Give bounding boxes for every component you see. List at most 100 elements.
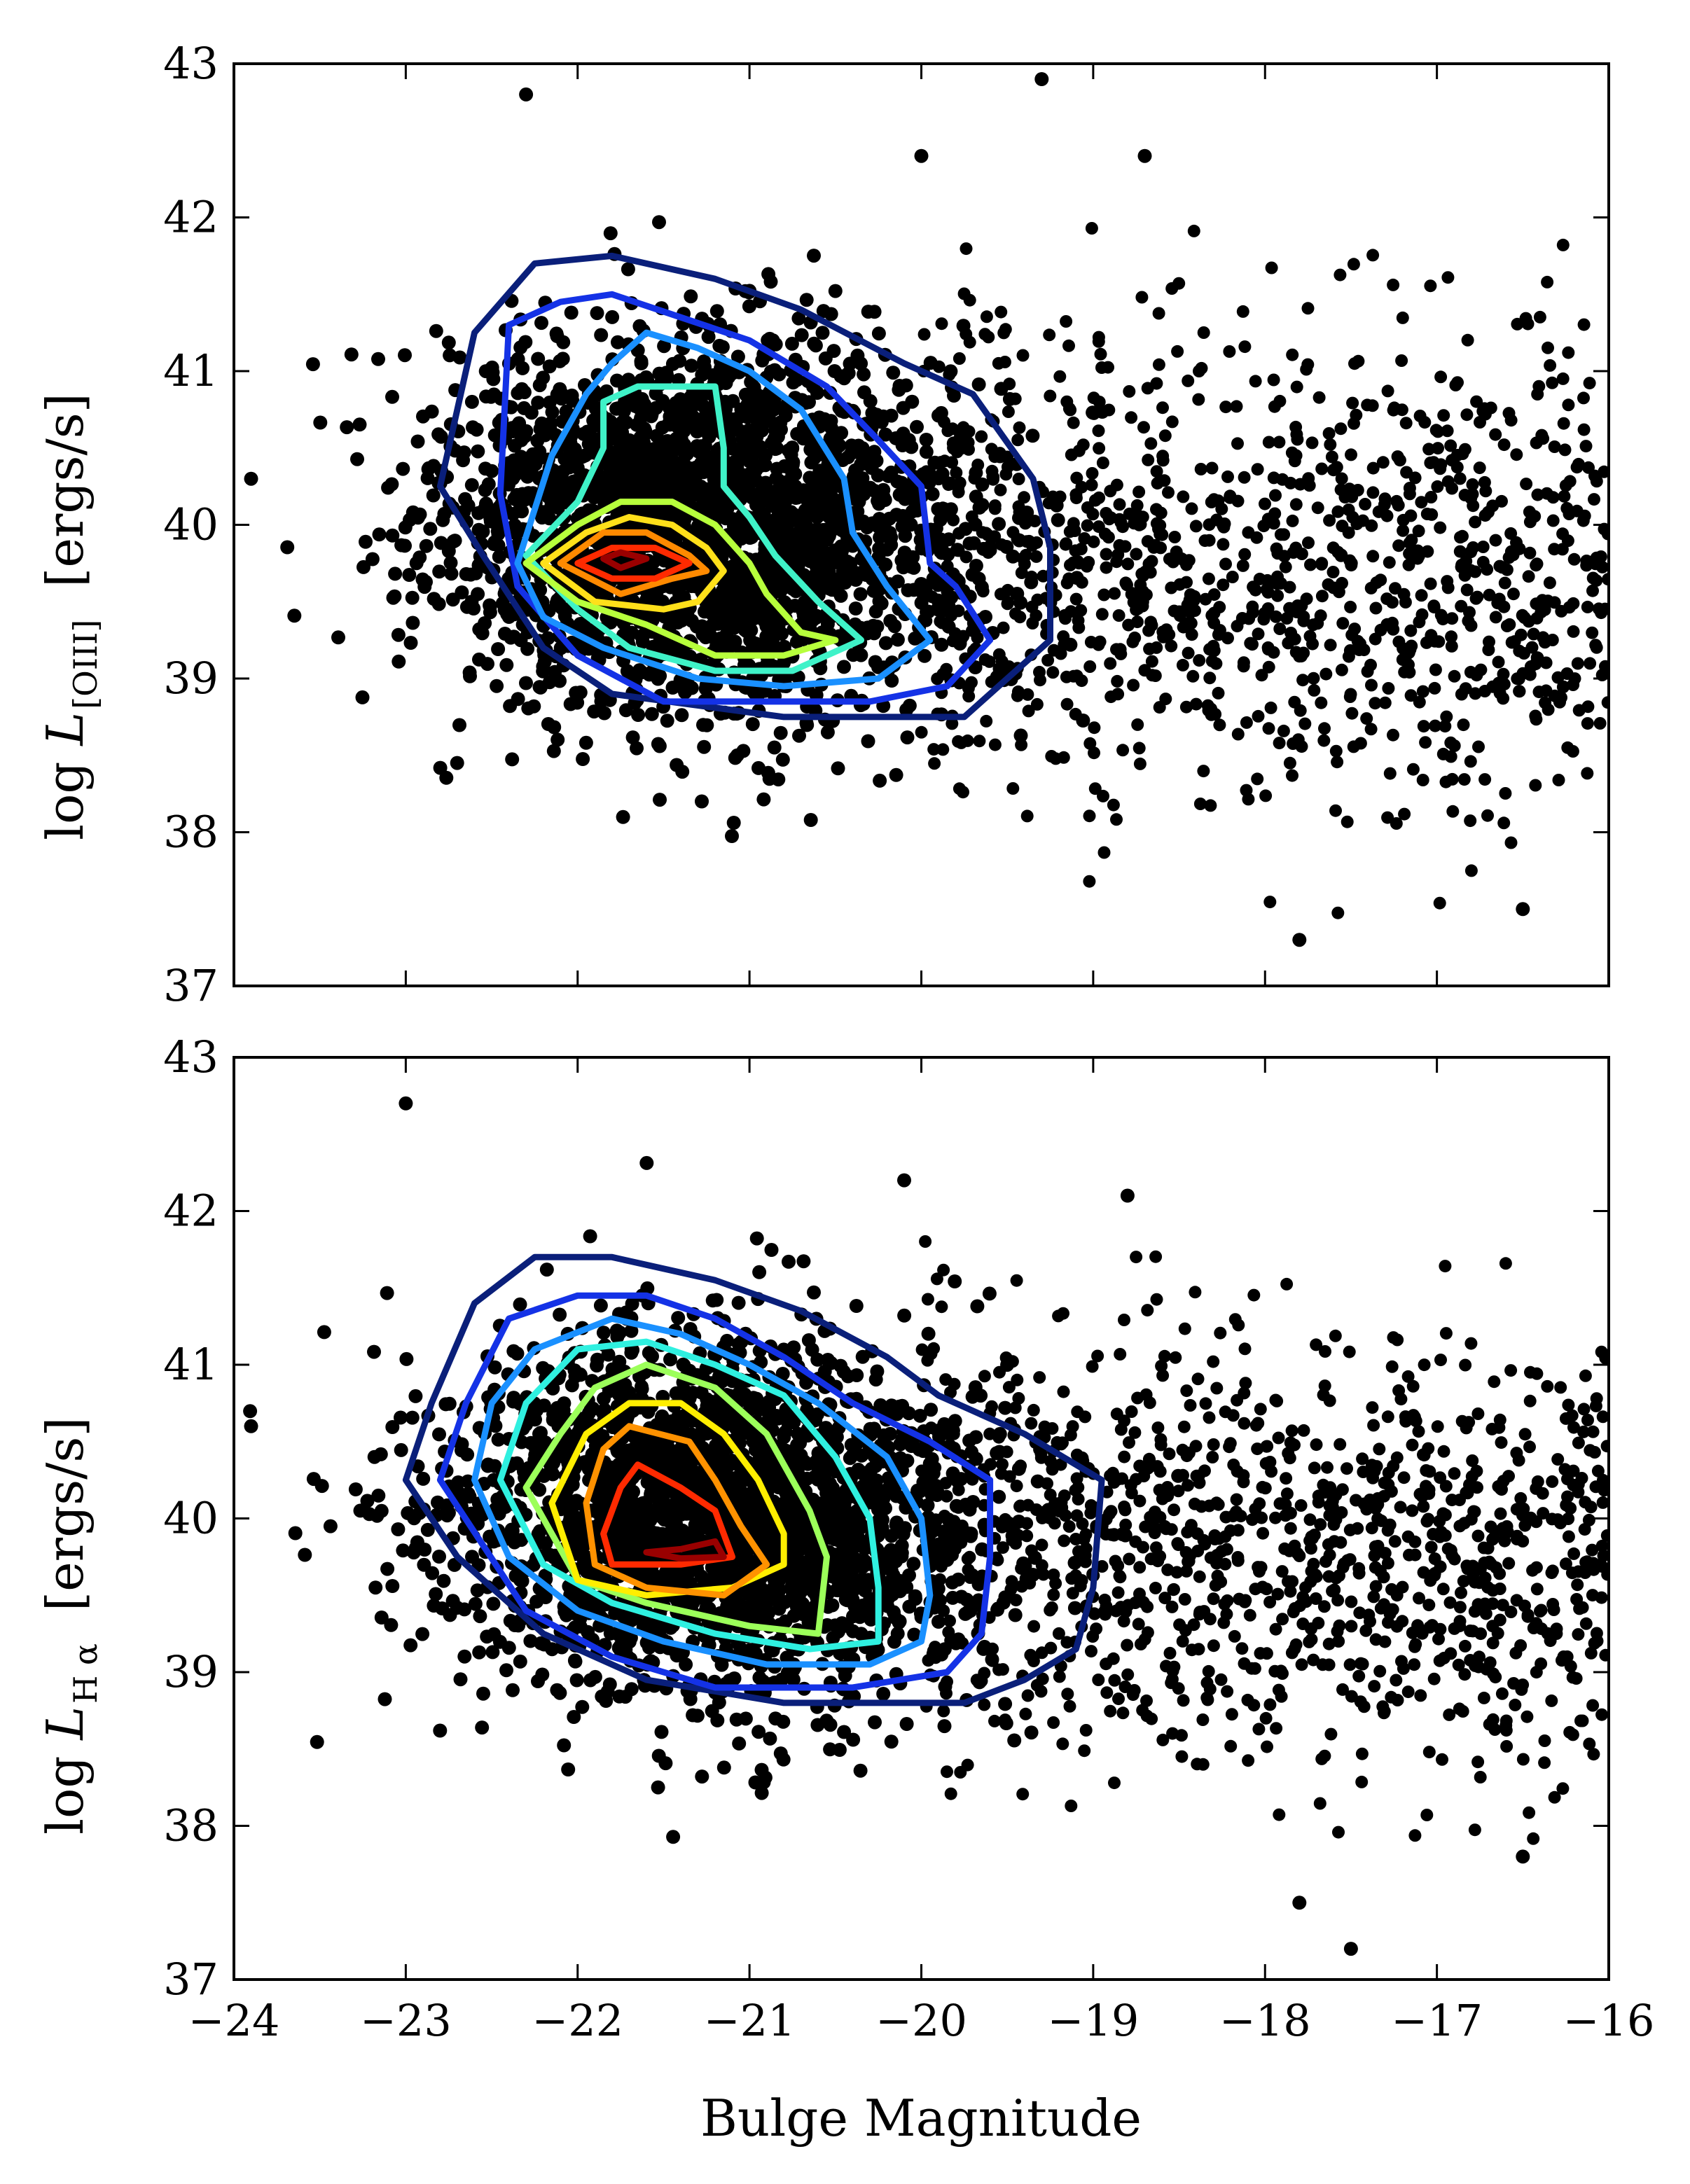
- data-point: [457, 445, 471, 460]
- data-point: [1110, 643, 1123, 656]
- data-point: [1060, 315, 1073, 328]
- data-point: [1562, 346, 1575, 359]
- data-point: [583, 1229, 597, 1244]
- data-point: [1238, 471, 1251, 484]
- data-point: [899, 702, 914, 717]
- data-point: [837, 371, 852, 386]
- data-point: [1138, 664, 1151, 677]
- data-point: [519, 87, 534, 102]
- data-point: [1269, 610, 1282, 623]
- data-point: [1424, 457, 1437, 469]
- data-point: [1369, 697, 1382, 710]
- data-point: [768, 423, 782, 438]
- data-point: [1097, 789, 1109, 802]
- top-ylabel-unit: [ergs/s]: [36, 393, 95, 587]
- data-point: [1219, 557, 1232, 571]
- data-point: [934, 532, 948, 545]
- data-point: [698, 681, 713, 696]
- data-point: [1093, 442, 1106, 455]
- data-point: [1006, 782, 1020, 795]
- data-point: [1437, 409, 1450, 422]
- data-point: [1165, 639, 1178, 653]
- data-point: [945, 1575, 960, 1590]
- data-point: [1095, 608, 1109, 621]
- data-point: [1185, 502, 1198, 515]
- data-point: [1441, 424, 1454, 438]
- data-point: [654, 1725, 669, 1739]
- data-point: [1069, 707, 1082, 721]
- data-point: [478, 616, 492, 630]
- data-point: [549, 596, 564, 611]
- data-point: [878, 636, 893, 651]
- data-point: [1445, 639, 1458, 653]
- data-point: [1586, 626, 1599, 639]
- data-point: [684, 359, 699, 373]
- data-point: [930, 522, 943, 535]
- data-point: [1100, 548, 1113, 561]
- data-point: [914, 148, 929, 163]
- data-point: [1529, 658, 1542, 671]
- data-point: [838, 576, 852, 590]
- data-point: [1215, 502, 1228, 515]
- data-point: [873, 773, 887, 788]
- data-point: [1286, 769, 1298, 782]
- data-point: [1478, 408, 1492, 421]
- contour-level-8: [574, 544, 693, 582]
- data-point: [767, 492, 782, 506]
- data-point: [1290, 380, 1303, 394]
- data-point: [596, 1326, 611, 1340]
- data-point: [1389, 582, 1401, 595]
- data-point: [603, 226, 618, 241]
- data-point: [1413, 695, 1426, 709]
- data-point: [1471, 590, 1484, 604]
- data-point: [1448, 739, 1461, 752]
- data-point: [1462, 614, 1475, 627]
- data-point: [1221, 470, 1234, 483]
- data-point: [1577, 514, 1590, 527]
- data-point: [406, 615, 420, 630]
- data-point: [1205, 608, 1219, 622]
- data-point: [997, 621, 1010, 634]
- data-point: [419, 538, 434, 553]
- data-point: [1298, 717, 1312, 730]
- data-point: [1149, 669, 1162, 682]
- data-point: [1434, 521, 1447, 534]
- y-tick-label: 43: [163, 38, 219, 89]
- data-point: [605, 309, 620, 324]
- data-point: [1127, 679, 1140, 692]
- data-point: [772, 473, 786, 488]
- data-point: [736, 744, 751, 758]
- data-point: [1397, 587, 1411, 601]
- data-point: [1069, 592, 1083, 606]
- data-point: [723, 617, 738, 632]
- data-point: [1301, 302, 1315, 315]
- data-point: [837, 660, 851, 674]
- data-point: [885, 674, 899, 688]
- data-point: [1424, 279, 1437, 293]
- data-point: [1469, 515, 1482, 529]
- data-point: [1598, 522, 1609, 536]
- data-point: [867, 626, 882, 641]
- data-point: [1092, 335, 1105, 348]
- data-point: [886, 366, 901, 380]
- data-point: [611, 335, 625, 349]
- data-point: [679, 1657, 693, 1672]
- data-point: [423, 522, 438, 536]
- data-point: [1067, 416, 1080, 429]
- data-point: [1464, 755, 1477, 768]
- data-point: [1137, 148, 1152, 163]
- data-point: [1074, 604, 1088, 617]
- data-point: [1584, 657, 1597, 670]
- data-point: [429, 324, 443, 338]
- data-point: [1165, 282, 1179, 295]
- data-point: [919, 433, 934, 447]
- data-point: [670, 758, 684, 772]
- data-point: [1392, 539, 1406, 552]
- data-point: [988, 738, 1002, 751]
- data-point: [1177, 554, 1190, 566]
- data-point: [436, 1573, 451, 1588]
- data-point: [919, 445, 934, 459]
- data-point: [719, 376, 733, 390]
- data-point: [941, 508, 954, 522]
- data-point: [1530, 713, 1543, 726]
